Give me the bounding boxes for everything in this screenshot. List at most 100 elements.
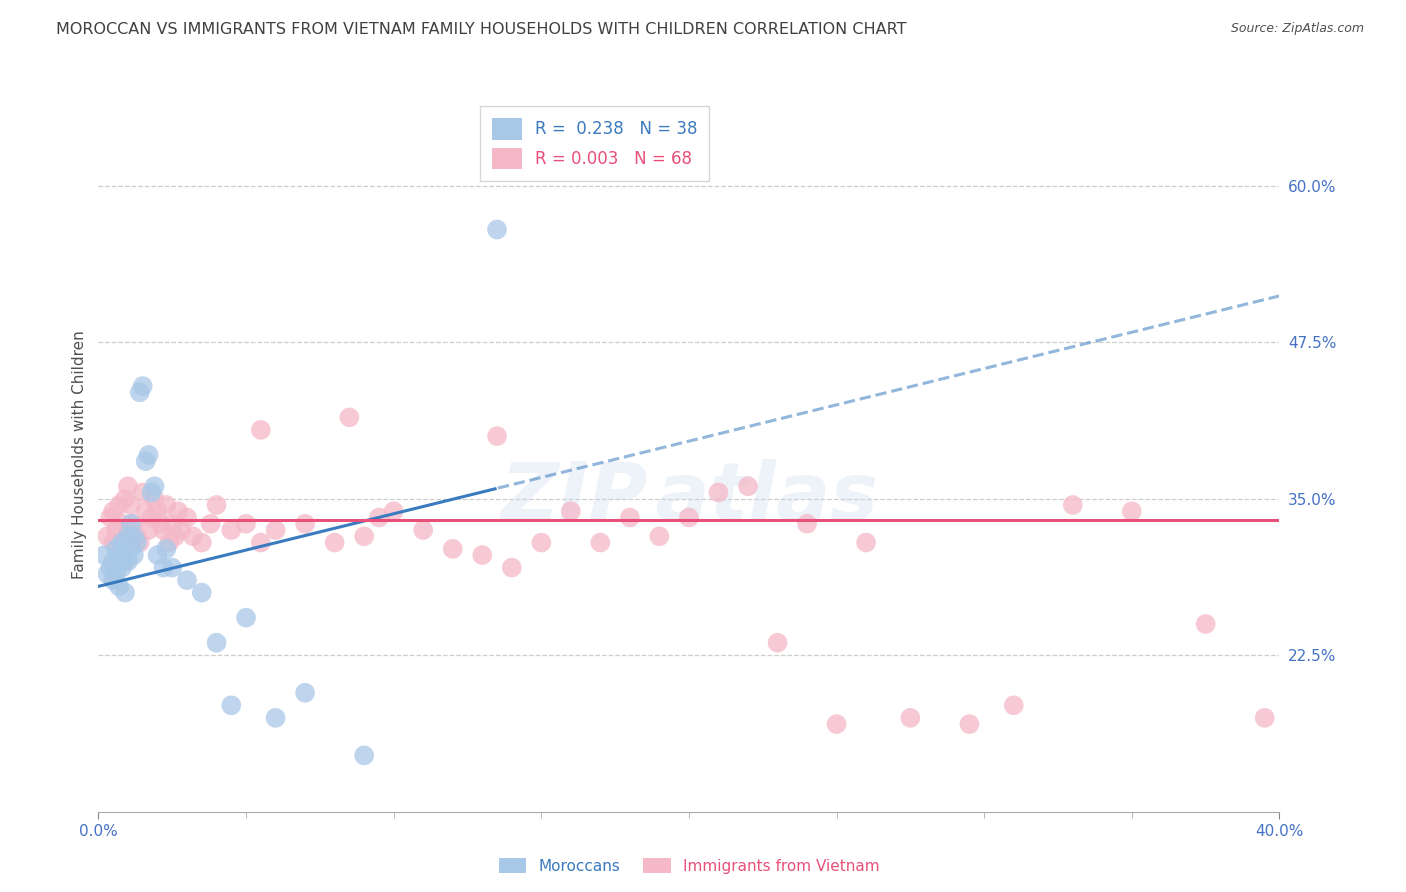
Point <box>105 566 128 581</box>
Point <box>103 504 125 518</box>
Point <box>181 529 204 543</box>
Point <box>221 523 243 537</box>
Point <box>323 535 346 549</box>
Point <box>471 548 494 562</box>
Point <box>149 516 172 531</box>
Point <box>143 479 166 493</box>
Point <box>103 554 125 568</box>
Point <box>122 548 145 562</box>
Point <box>120 498 142 512</box>
Point <box>135 504 157 518</box>
Point <box>250 535 273 549</box>
Point <box>152 560 174 574</box>
Point <box>132 379 155 393</box>
Legend: Moroccans, Immigrants from Vietnam: Moroccans, Immigrants from Vietnam <box>492 852 886 880</box>
Point <box>141 510 163 524</box>
Point <box>382 504 405 518</box>
Point <box>441 541 464 556</box>
Point <box>155 541 177 556</box>
Point <box>146 548 169 562</box>
Point <box>170 523 193 537</box>
Point <box>678 510 700 524</box>
Point <box>135 454 157 468</box>
Point <box>114 585 136 599</box>
Point <box>205 636 228 650</box>
Point <box>176 573 198 587</box>
Point <box>155 498 177 512</box>
Point <box>959 717 981 731</box>
Point <box>143 491 166 506</box>
Point <box>530 535 553 549</box>
Point <box>103 535 125 549</box>
Point <box>114 491 136 506</box>
Point <box>235 610 257 624</box>
Point <box>117 479 139 493</box>
Point <box>205 498 228 512</box>
Point <box>264 523 287 537</box>
Point <box>412 523 434 537</box>
Point <box>162 560 183 574</box>
Point <box>122 529 145 543</box>
Point <box>96 566 118 581</box>
Point <box>132 485 155 500</box>
Point <box>128 385 150 400</box>
Point <box>108 579 131 593</box>
Point <box>294 686 316 700</box>
Point <box>1254 711 1277 725</box>
Point <box>117 529 139 543</box>
Point <box>855 535 877 549</box>
Point <box>111 535 134 549</box>
Point <box>128 535 150 549</box>
Point <box>117 554 139 568</box>
Point <box>339 410 360 425</box>
Point <box>105 541 128 556</box>
Point <box>825 717 848 731</box>
Point <box>486 222 509 236</box>
Point <box>98 560 121 574</box>
Point <box>111 560 134 574</box>
Point <box>766 636 789 650</box>
Point <box>165 529 187 543</box>
Point <box>353 529 375 543</box>
Point <box>501 560 523 574</box>
Point <box>108 498 131 512</box>
Point <box>117 523 139 537</box>
Point <box>589 535 612 549</box>
Point <box>138 448 160 462</box>
Point <box>152 523 174 537</box>
Point <box>114 554 136 568</box>
Point <box>648 529 671 543</box>
Point <box>486 429 509 443</box>
Point <box>120 516 142 531</box>
Point <box>235 516 257 531</box>
Point <box>120 541 142 556</box>
Point <box>93 548 115 562</box>
Point <box>105 523 128 537</box>
Point <box>191 585 214 599</box>
Point <box>353 748 375 763</box>
Point <box>122 516 145 531</box>
Point <box>1121 504 1143 518</box>
Point <box>146 504 169 518</box>
Legend: R =  0.238   N = 38, R = 0.003   N = 68: R = 0.238 N = 38, R = 0.003 N = 68 <box>479 106 709 181</box>
Point <box>157 535 180 549</box>
Point <box>125 529 148 543</box>
Point <box>125 535 148 549</box>
Point <box>250 423 273 437</box>
Point <box>176 510 198 524</box>
Point <box>221 698 243 713</box>
Text: Source: ZipAtlas.com: Source: ZipAtlas.com <box>1230 22 1364 36</box>
Point <box>619 510 641 524</box>
Point <box>103 573 125 587</box>
Point <box>111 516 134 531</box>
Point <box>167 504 190 518</box>
Point <box>368 510 391 524</box>
Text: MOROCCAN VS IMMIGRANTS FROM VIETNAM FAMILY HOUSEHOLDS WITH CHILDREN CORRELATION : MOROCCAN VS IMMIGRANTS FROM VIETNAM FAMI… <box>56 22 907 37</box>
Point <box>294 516 316 531</box>
Point <box>96 529 118 543</box>
Point <box>796 516 818 531</box>
Point <box>108 548 131 562</box>
Point <box>264 711 287 725</box>
Point <box>200 516 222 531</box>
Point <box>737 479 759 493</box>
